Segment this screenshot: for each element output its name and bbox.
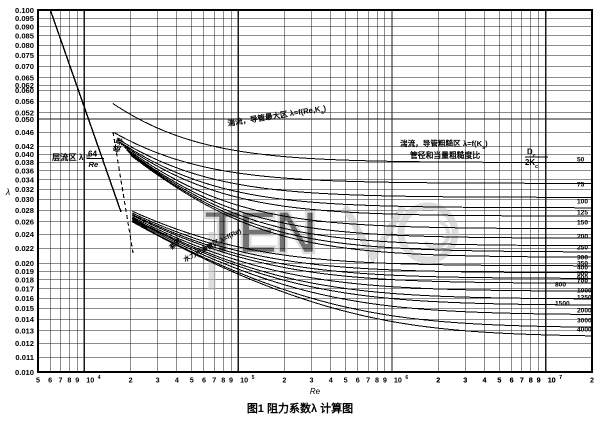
svg-text:6: 6 (405, 375, 408, 381)
svg-text:8: 8 (67, 376, 71, 385)
svg-text:0.026: 0.026 (15, 218, 34, 227)
svg-text:0.024: 0.024 (15, 230, 35, 239)
svg-text:5: 5 (190, 376, 194, 385)
svg-text:3: 3 (463, 376, 467, 385)
svg-text:10: 10 (394, 376, 402, 385)
svg-text:4: 4 (483, 376, 487, 385)
svg-text:0.034: 0.034 (15, 175, 35, 184)
svg-text:0.022: 0.022 (15, 244, 34, 253)
svg-text:9: 9 (229, 376, 233, 385)
svg-text:100: 100 (577, 198, 588, 205)
svg-text:4: 4 (175, 376, 179, 385)
svg-text:5: 5 (344, 376, 348, 385)
svg-text:5: 5 (497, 376, 501, 385)
svg-text:1500: 1500 (555, 300, 570, 307)
svg-text:2: 2 (436, 376, 440, 385)
svg-text:2: 2 (129, 376, 133, 385)
svg-text:150: 150 (577, 219, 588, 226)
svg-text:3000: 3000 (577, 317, 592, 324)
svg-text:5: 5 (36, 376, 40, 385)
svg-text:200: 200 (577, 233, 588, 240)
svg-text:2: 2 (282, 376, 286, 385)
svg-text:6: 6 (48, 376, 52, 385)
svg-text:0.028: 0.028 (15, 206, 34, 215)
svg-text:0.016: 0.016 (15, 294, 34, 303)
svg-text:7: 7 (520, 376, 524, 385)
svg-text:0.010: 0.010 (15, 368, 34, 377)
svg-text:4: 4 (98, 375, 101, 381)
svg-text:0.030: 0.030 (15, 195, 34, 204)
svg-text:0.060: 0.060 (15, 86, 34, 95)
svg-text:75: 75 (577, 181, 585, 188)
svg-text:7: 7 (58, 376, 62, 385)
svg-text:4: 4 (329, 376, 333, 385)
svg-text:3: 3 (309, 376, 313, 385)
svg-text:1250: 1250 (577, 294, 592, 301)
svg-text:管径和当量粗糙度比: 管径和当量粗糙度比 (410, 150, 480, 160)
svg-text:0.014: 0.014 (15, 315, 35, 324)
svg-text:0.015: 0.015 (15, 304, 35, 313)
svg-text:0.070: 0.070 (15, 62, 34, 71)
svg-text:7: 7 (559, 375, 562, 381)
svg-text:2: 2 (590, 376, 594, 385)
svg-text:64: 64 (88, 150, 98, 159)
svg-text:0.085: 0.085 (15, 31, 35, 40)
svg-text:7: 7 (366, 376, 370, 385)
svg-text:9: 9 (75, 376, 79, 385)
svg-text:0.017: 0.017 (15, 284, 34, 293)
svg-text:0.046: 0.046 (15, 128, 34, 137)
svg-text:8: 8 (375, 376, 379, 385)
svg-text:Re: Re (89, 160, 99, 169)
svg-text:8: 8 (529, 376, 533, 385)
svg-text:0.011: 0.011 (15, 353, 34, 362)
svg-text:7: 7 (212, 376, 216, 385)
svg-text:6: 6 (510, 376, 514, 385)
svg-text:0.056: 0.056 (15, 97, 34, 106)
svg-text:125: 125 (577, 209, 588, 216)
svg-text:0.018: 0.018 (15, 275, 34, 284)
svg-text:0.080: 0.080 (15, 41, 34, 50)
svg-text:0.075: 0.075 (15, 51, 35, 60)
svg-text:0.012: 0.012 (15, 339, 34, 348)
svg-text:6: 6 (202, 376, 206, 385)
svg-text:0.032: 0.032 (15, 185, 34, 194)
svg-text:λ: λ (5, 187, 10, 197)
svg-text:Re: Re (310, 387, 321, 396)
svg-text:9: 9 (537, 376, 541, 385)
svg-text:层流区 λ =: 层流区 λ = (52, 152, 91, 162)
svg-text:6: 6 (356, 376, 360, 385)
svg-text:9: 9 (383, 376, 387, 385)
svg-text:0.013: 0.013 (15, 327, 34, 336)
svg-text:10: 10 (86, 376, 94, 385)
svg-text:5: 5 (252, 375, 255, 381)
svg-text:2000: 2000 (577, 307, 592, 314)
svg-text:0.036: 0.036 (15, 166, 34, 175)
svg-text:800: 800 (555, 281, 566, 288)
svg-text:8: 8 (221, 376, 225, 385)
svg-text:10: 10 (240, 376, 248, 385)
svg-text:图1 阻力系数λ 计算图: 图1 阻力系数λ 计算图 (247, 401, 353, 415)
svg-text:3: 3 (156, 376, 160, 385)
svg-text:0.090: 0.090 (15, 22, 34, 31)
svg-text:10: 10 (548, 376, 556, 385)
svg-text:0.050: 0.050 (15, 115, 34, 124)
